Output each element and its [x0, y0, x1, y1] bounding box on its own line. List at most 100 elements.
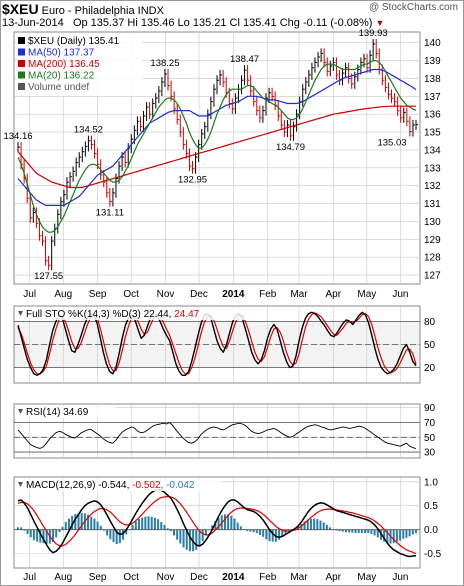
- macd-hist-bar: [402, 529, 405, 539]
- macd-hist-bar: [61, 526, 64, 530]
- macd-hist-bar: [303, 521, 306, 530]
- macd-hist-bar: [258, 529, 261, 535]
- rsi-legend-bg: [16, 406, 116, 418]
- macd-hist-bar: [131, 524, 134, 530]
- price-annotation: 135.03: [377, 138, 406, 149]
- macd-hist-bar: [195, 529, 198, 550]
- price-y-tick-label: 130: [424, 217, 441, 228]
- macd-hist-bar: [236, 522, 239, 530]
- dropdown-arrow-icon: [18, 409, 23, 414]
- macd-hist-bar: [55, 529, 58, 538]
- quote-line: 13-Jun-2014 Op 135.37 Hi 135.46 Lo 135.2…: [2, 17, 384, 29]
- symbol: $XEU: [2, 1, 39, 17]
- rsi-line: [17, 422, 417, 450]
- macd-hist-bar: [233, 518, 236, 530]
- sto-y-tick-label: 50: [424, 340, 436, 351]
- macd-hist-bar: [367, 529, 370, 534]
- price-y-tick-label: 139: [424, 56, 441, 67]
- macd-hist-bar: [204, 529, 207, 536]
- macd-hist-bar: [102, 529, 105, 531]
- macd-hist-bar: [415, 529, 417, 534]
- price-y-tick-label: 131: [424, 199, 441, 210]
- instrument-name: Euro - Philadelphia INDX: [41, 5, 164, 17]
- macd-hist-bar: [80, 512, 83, 530]
- x-tick-label-bottom: Jun: [392, 572, 408, 583]
- macd-y-tick-label: 0.0: [424, 525, 438, 536]
- macd-hist-bar: [344, 529, 347, 533]
- macd-hist-bar: [112, 529, 115, 543]
- x-tick-label-bottom: May: [357, 572, 376, 583]
- macd-hist-bar: [239, 526, 242, 530]
- rsi-y-tick-label: 30: [424, 448, 436, 459]
- price-annotation: 131.11: [96, 208, 124, 219]
- macd-hist-bar: [144, 516, 147, 530]
- macd-hist-bar: [118, 529, 121, 544]
- ma200-line: [17, 105, 416, 189]
- macd-hist-bar: [67, 518, 70, 530]
- macd-hist-bar: [364, 529, 367, 534]
- x-tick-label: Sep: [89, 289, 107, 300]
- macd-hist-bar: [90, 516, 93, 530]
- macd-hist-bar: [351, 529, 354, 533]
- macd-hist-bar: [163, 524, 166, 530]
- x-tick-label-bottom: Feb: [259, 572, 277, 583]
- macd-hist-bar: [173, 529, 176, 536]
- x-tick-label: Jul: [23, 289, 36, 300]
- macd-line: [17, 488, 417, 558]
- dropdown-arrow-icon: [18, 311, 23, 316]
- macd-hist-bar: [329, 527, 332, 530]
- rsi-y-tick-label: 70: [424, 418, 436, 429]
- macd-hist-bar: [153, 517, 156, 530]
- price-legend-label: MA(200) 136.45: [28, 59, 100, 70]
- macd-hist-bar: [246, 529, 249, 532]
- price-y-tick-label: 128: [424, 253, 441, 264]
- x-tick-label: Aug: [54, 289, 72, 300]
- price-y-tick-label: 137: [424, 92, 441, 103]
- quote-low: Lo 135.21: [177, 17, 227, 29]
- macd-hist-bar: [306, 519, 309, 530]
- macd-hist-bar: [166, 528, 169, 530]
- macd-hist-bar: [262, 529, 265, 537]
- macd-hist-bar: [32, 529, 35, 541]
- price-annotation: 138.47: [230, 54, 259, 65]
- x-tick-label-bottom: 2014: [222, 572, 245, 583]
- macd-hist-bar: [201, 529, 204, 542]
- macd-hist-bar: [399, 529, 402, 541]
- macd-hist-bar: [141, 517, 144, 530]
- macd-hist-bar: [125, 529, 128, 535]
- macd-hist-bar: [211, 525, 214, 530]
- macd-y-tick-label: 0.5: [424, 501, 438, 512]
- quote-open: Op 135.37: [72, 17, 125, 29]
- macd-hist-bar: [176, 529, 179, 540]
- price-annotation: 139.93: [359, 28, 388, 39]
- price-annotation: 127.55: [34, 271, 63, 282]
- macd-hist-bar: [405, 529, 408, 538]
- macd-hist-bar: [395, 529, 398, 542]
- macd-hist-bar: [319, 520, 322, 530]
- price-y-tick-label: 127: [424, 271, 441, 282]
- price-legend-bg: [16, 34, 142, 96]
- macd-hist-bar: [376, 529, 379, 538]
- price-y-tick-label: 138: [424, 74, 441, 85]
- quote-high: Hi 135.46: [127, 17, 175, 29]
- rsi-legend: RSI(14) 34.69: [26, 407, 89, 418]
- x-tick-label: Jun: [392, 289, 408, 300]
- macd-hist-bar: [17, 527, 19, 530]
- macd-hist-bar: [313, 518, 316, 530]
- macd-hist-bar: [20, 527, 23, 530]
- x-tick-label: 2014: [222, 289, 245, 300]
- macd-hist-bar: [284, 529, 287, 534]
- rsi-y-tick-label: 50: [424, 433, 436, 444]
- macd-hist-bar: [309, 518, 312, 530]
- price-legend-label: MA(20) 136.22: [28, 71, 95, 82]
- copyright[interactable]: @ StockCharts.com: [369, 2, 458, 13]
- macd-hist-bar: [223, 514, 226, 530]
- macd-hist-bar: [214, 521, 217, 530]
- macd-hist-bar: [227, 514, 230, 530]
- macd-hist-bar: [268, 529, 271, 542]
- macd-hist-bar: [109, 529, 112, 540]
- price-y-tick-label: 133: [424, 163, 441, 174]
- macd-panel-frame: [13, 476, 421, 569]
- down-arrow-icon: ▼: [375, 18, 385, 28]
- price-legend-swatch: [18, 71, 25, 79]
